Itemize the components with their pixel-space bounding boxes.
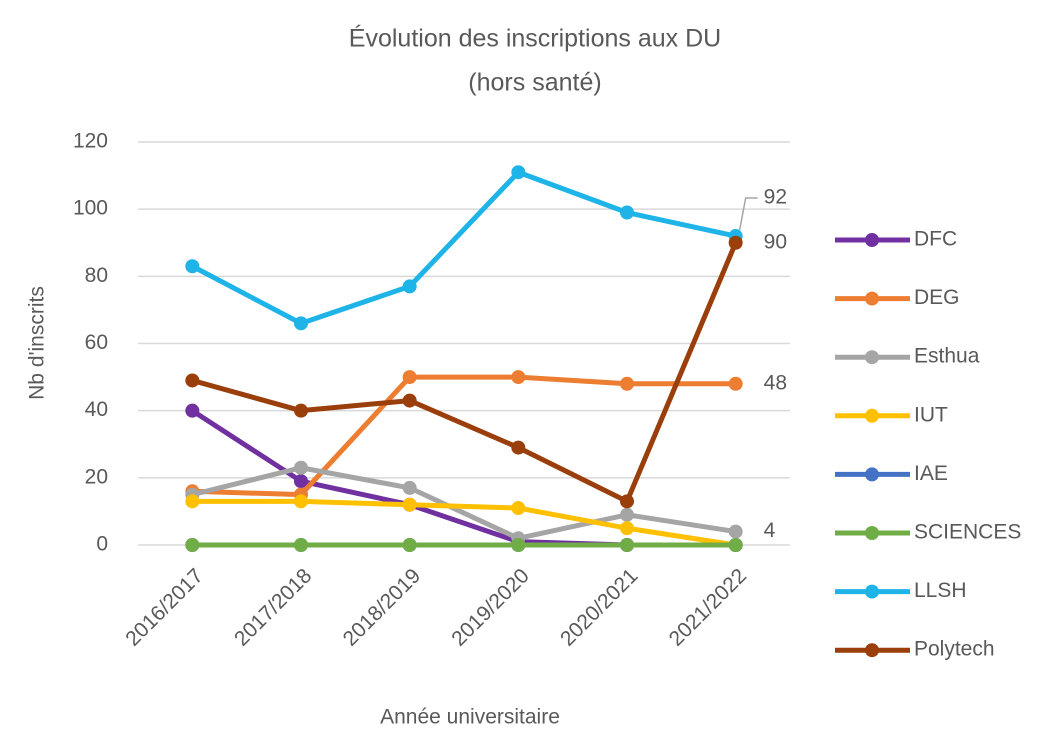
data-point: [402, 497, 417, 512]
data-point: [402, 538, 417, 552]
data-point: [511, 501, 526, 516]
y-tick-label: 40: [85, 398, 108, 421]
data-point: [402, 370, 417, 385]
y-axis-label: Nb d'inscrits: [26, 286, 49, 400]
data-point: [402, 480, 417, 495]
data-point: [728, 524, 743, 539]
y-tick-label: 100: [73, 197, 108, 220]
data-point: [728, 376, 743, 391]
legend-label: IUT: [914, 403, 948, 426]
data-point: [511, 370, 526, 385]
data-point: [620, 205, 634, 220]
data-point: [620, 538, 634, 552]
series-line: [191, 169, 737, 326]
legend-label: Polytech: [914, 638, 995, 661]
legend-marker: [865, 350, 879, 365]
x-tick-label: 2020/2021: [556, 564, 642, 650]
legend-marker: [865, 643, 879, 658]
data-point: [511, 440, 526, 455]
legend-marker: [865, 467, 879, 482]
x-tick-label: 2018/2019: [339, 564, 425, 650]
data-point: [294, 494, 308, 509]
data-point: [620, 507, 634, 522]
data-point: [185, 259, 200, 274]
data-label: 90: [764, 230, 787, 253]
legend-marker: [865, 526, 879, 540]
x-tick-label: 2017/2018: [230, 564, 316, 650]
data-point: [294, 316, 308, 331]
series-line: [192, 498, 737, 548]
x-tick-label: 2021/2022: [665, 564, 751, 650]
x-axis-label: Année universitaire: [380, 706, 560, 729]
legend-marker: [865, 584, 879, 599]
chart-subtitle: (hors santé): [468, 69, 601, 97]
y-tick-label: 60: [85, 331, 108, 354]
data-label: 4: [764, 519, 776, 542]
legend-marker: [865, 233, 879, 247]
x-tick-label: 2016/2017: [121, 564, 207, 650]
data-point: [294, 538, 308, 552]
data-point: [511, 165, 526, 180]
legend-label: LLSH: [914, 579, 967, 602]
y-tick-label: 0: [96, 533, 108, 556]
data-point: [294, 474, 308, 489]
data-label: 48: [764, 371, 787, 394]
x-tick-label: 2019/2020: [447, 564, 533, 650]
legend-label: SCIENCES: [914, 521, 1021, 544]
legend-label: DFC: [914, 228, 957, 251]
legend-marker: [865, 408, 879, 423]
legend-marker: [865, 291, 879, 306]
data-point: [185, 403, 200, 418]
legend-label: IAE: [914, 462, 948, 485]
data-point: [185, 373, 200, 388]
y-tick-label: 80: [85, 264, 108, 287]
series-line: [191, 465, 737, 541]
chart-title: Évolution des inscriptions aux DU: [349, 24, 721, 53]
data-point: [294, 460, 308, 475]
data-point: [620, 494, 634, 509]
data-point: [620, 521, 634, 536]
data-point: [294, 403, 308, 418]
data-point: [402, 279, 417, 294]
data-point: [185, 538, 200, 552]
series-line: [191, 241, 738, 504]
y-tick-label: 120: [73, 130, 108, 153]
data-point: [402, 393, 417, 408]
data-label: 92: [764, 186, 787, 209]
legend-label: Esthua: [914, 345, 980, 368]
data-point: [728, 538, 743, 552]
data-point: [185, 494, 200, 509]
data-point: [620, 376, 634, 391]
leader-line: [738, 197, 758, 231]
data-point: [511, 538, 526, 552]
y-tick-label: 20: [85, 465, 108, 488]
series-line: [192, 374, 736, 498]
legend-label: DEG: [914, 286, 960, 309]
data-point: [728, 235, 743, 250]
